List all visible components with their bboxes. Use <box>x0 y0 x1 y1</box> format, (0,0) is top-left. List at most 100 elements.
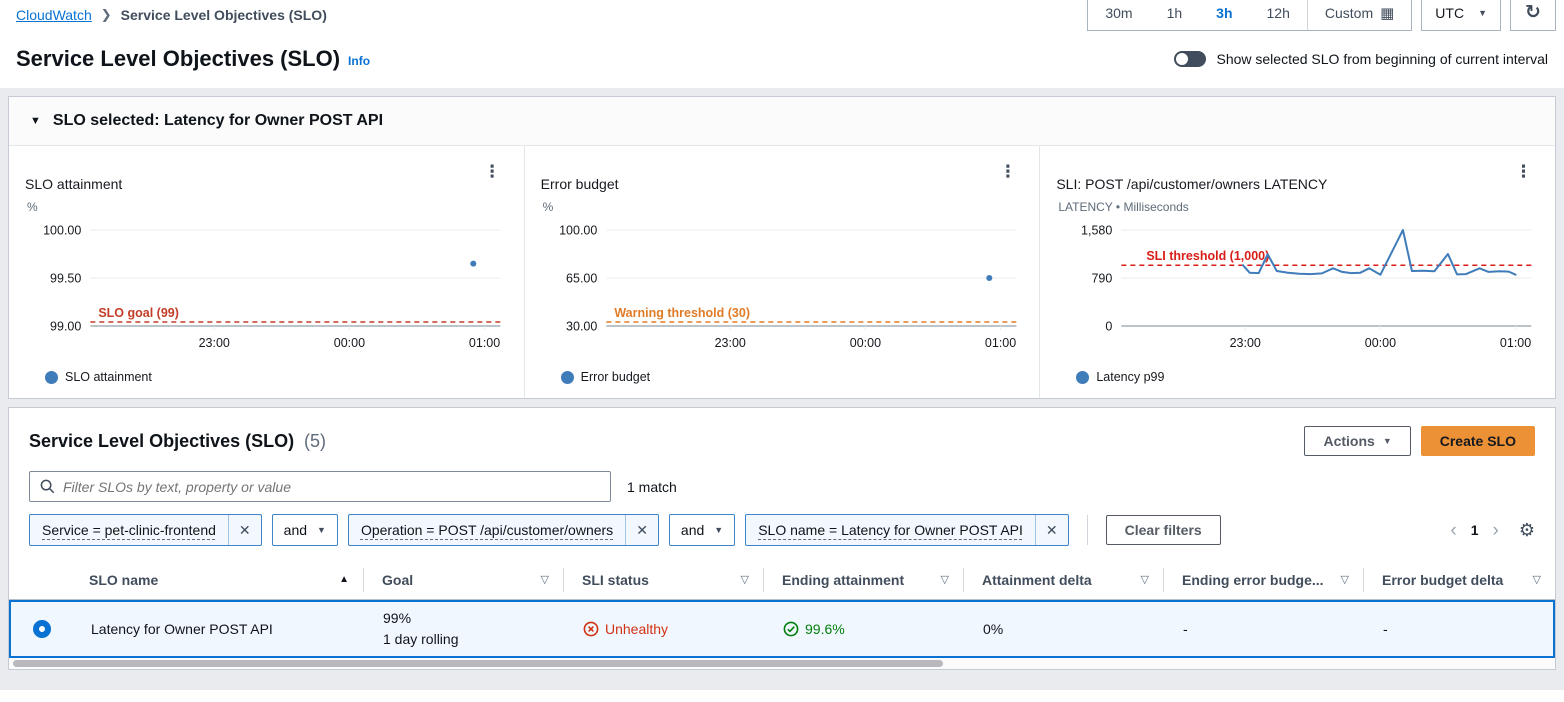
attainment-value: 99.6% <box>805 621 845 637</box>
time-controls: 30m 1h 3h 12h Custom ▦ UTC ▼ ↻ <box>1087 0 1556 31</box>
chart-legend[interactable]: Error budget <box>560 370 1024 384</box>
create-slo-button[interactable]: Create SLO <box>1420 426 1535 456</box>
kebab-menu-icon[interactable]: ⋮ <box>483 162 502 181</box>
svg-text:01:00: 01:00 <box>985 336 1016 350</box>
column-header-ending-attainment[interactable]: Ending attainment ▽ <box>763 567 963 592</box>
table-actions: Actions ▼ Create SLO <box>1304 426 1535 456</box>
close-icon[interactable]: ✕ <box>227 515 261 545</box>
close-icon[interactable]: ✕ <box>1034 515 1068 545</box>
goal-percent: 99% <box>383 610 412 626</box>
slo-selected-card: ▼ SLO selected: Latency for Owner POST A… <box>8 96 1556 399</box>
search-input[interactable] <box>63 478 600 495</box>
kebab-menu-icon[interactable]: ⋮ <box>1515 162 1534 181</box>
filter-chip-slo-name: SLO name = Latency for Owner POST API ✕ <box>745 514 1069 546</box>
clear-filters-button[interactable]: Clear filters <box>1105 515 1221 545</box>
actions-button[interactable]: Actions ▼ <box>1304 426 1411 456</box>
column-header-goal[interactable]: Goal ▽ <box>363 567 563 592</box>
svg-text:99.00: 99.00 <box>50 320 81 334</box>
breadcrumb-cloudwatch-link[interactable]: CloudWatch <box>16 7 92 23</box>
info-link[interactable]: Info <box>348 54 371 68</box>
row-radio-selected[interactable] <box>33 620 51 638</box>
filter-chip-service: Service = pet-clinic-frontend ✕ <box>29 514 262 546</box>
svg-text:100.00: 100.00 <box>43 224 81 238</box>
table-section-title: Service Level Objectives (SLO) <box>29 430 295 451</box>
column-label: Attainment delta <box>982 571 1092 588</box>
filter-join-operator[interactable]: and ▼ <box>668 514 736 546</box>
time-range-12h[interactable]: 12h <box>1266 4 1290 21</box>
column-filter-icon[interactable]: ▽ <box>1532 574 1541 586</box>
column-label: Ending error budge... <box>1182 571 1324 588</box>
page-number[interactable]: 1 <box>1470 522 1479 538</box>
table-header-row: SLO name ▲ Goal ▽ SLI status ▽ Ending at… <box>9 560 1555 600</box>
chart-head: SLI: POST /api/customer/owners LATENCY ⋮ <box>1056 162 1539 192</box>
gear-icon[interactable]: ⚙ <box>1518 519 1535 540</box>
chart-canvas: 100.00 65.00 30.00 23:00 00:00 01:00 Warning t… <box>559 224 1017 350</box>
column-label: Error budget delta <box>1382 571 1504 588</box>
table-count-badge: (5) <box>304 430 327 451</box>
toggle-knob <box>1176 53 1189 65</box>
column-filter-icon[interactable]: ▽ <box>940 574 949 586</box>
chart-legend[interactable]: Latency p99 <box>1076 370 1539 384</box>
refresh-button[interactable]: ↻ <box>1511 0 1555 30</box>
scrollbar-thumb[interactable] <box>13 660 943 667</box>
column-header-slo-name[interactable]: SLO name ▲ <box>71 568 363 592</box>
breadcrumb: CloudWatch ❯ Service Level Objectives (S… <box>16 7 327 23</box>
filter-chip-label[interactable]: Operation = POST /api/customer/owners <box>360 522 614 538</box>
column-filter-icon[interactable]: ▽ <box>540 574 549 586</box>
timezone-value: UTC <box>1435 4 1465 21</box>
healthy-icon <box>783 621 799 637</box>
timezone-select[interactable]: UTC ▼ <box>1422 0 1500 30</box>
column-label: SLI status <box>582 571 649 588</box>
filter-chip-label[interactable]: Service = pet-clinic-frontend <box>42 522 216 538</box>
cell-slo-name: Latency for Owner POST API <box>91 621 273 637</box>
top-bar: CloudWatch ❯ Service Level Objectives (S… <box>0 0 1564 31</box>
svg-text:790: 790 <box>1092 272 1113 286</box>
time-range-3h[interactable]: 3h <box>1216 4 1233 21</box>
cell-sli-status: Unhealthy <box>565 621 765 637</box>
unhealthy-icon <box>583 621 599 637</box>
svg-text:30.00: 30.00 <box>566 320 597 334</box>
slo-selected-header[interactable]: ▼ SLO selected: Latency for Owner POST A… <box>9 97 1555 146</box>
svg-text:Warning threshold (30): Warning threshold (30) <box>614 306 750 320</box>
chart-unit-label: % <box>27 200 38 214</box>
svg-text:99.50: 99.50 <box>50 272 81 286</box>
chart-legend[interactable]: SLO attainment <box>45 370 508 384</box>
column-header-error-budget-delta[interactable]: Error budget delta ▽ <box>1363 567 1555 592</box>
column-filter-icon[interactable]: ▽ <box>1140 574 1149 586</box>
column-filter-icon[interactable]: ▽ <box>740 574 749 586</box>
column-header-ending-error-budget[interactable]: Ending error budge... ▽ <box>1163 567 1363 592</box>
search-icon <box>40 479 55 494</box>
legend-label: Error budget <box>580 370 651 384</box>
svg-text:23:00: 23:00 <box>714 336 745 350</box>
svg-text:0: 0 <box>1106 320 1113 334</box>
kebab-menu-icon[interactable]: ⋮ <box>999 162 1018 181</box>
svg-text:23:00: 23:00 <box>199 336 230 350</box>
timezone-select-box: UTC ▼ <box>1421 0 1501 31</box>
column-header-attainment-delta[interactable]: Attainment delta ▽ <box>963 567 1163 592</box>
show-slo-toggle[interactable] <box>1174 51 1207 67</box>
next-page-icon[interactable]: › <box>1492 519 1499 541</box>
svg-text:23:00: 23:00 <box>1230 336 1261 350</box>
close-icon[interactable]: ✕ <box>625 515 658 545</box>
pagination: ‹ 1 › ⚙ <box>1450 520 1535 541</box>
horizontal-scrollbar <box>9 658 1555 669</box>
chart-title: Error budget <box>540 176 619 192</box>
chart-panel-error-budget: Error budget ⋮ % 100.00 65.00 30.00 23:00 00… <box>523 146 1040 398</box>
legend-label: SLO attainment <box>65 370 152 384</box>
table-row[interactable]: Latency for Owner POST API 99% 1 day rol… <box>9 600 1555 658</box>
column-label: Ending attainment <box>782 571 905 588</box>
filter-row: 1 match <box>29 471 1535 502</box>
column-header-sli-status[interactable]: SLI status ▽ <box>563 567 763 592</box>
legend-dot <box>560 370 574 384</box>
time-range-1h[interactable]: 1h <box>1166 4 1183 21</box>
cell-error-budget-delta: - <box>1383 621 1388 637</box>
filter-chip-label[interactable]: SLO name = Latency for Owner POST API <box>758 522 1023 538</box>
cell-ending-error-budget: - <box>1183 621 1188 637</box>
filter-join-operator[interactable]: and ▼ <box>271 514 338 546</box>
status-text: Unhealthy <box>605 621 669 637</box>
prev-page-icon[interactable]: ‹ <box>1450 519 1457 541</box>
time-range-30m[interactable]: 30m <box>1105 4 1133 21</box>
breadcrumb-separator-icon: ❯ <box>100 7 112 22</box>
column-filter-icon[interactable]: ▽ <box>1340 574 1349 586</box>
time-range-custom[interactable]: Custom ▦ <box>1308 0 1411 30</box>
